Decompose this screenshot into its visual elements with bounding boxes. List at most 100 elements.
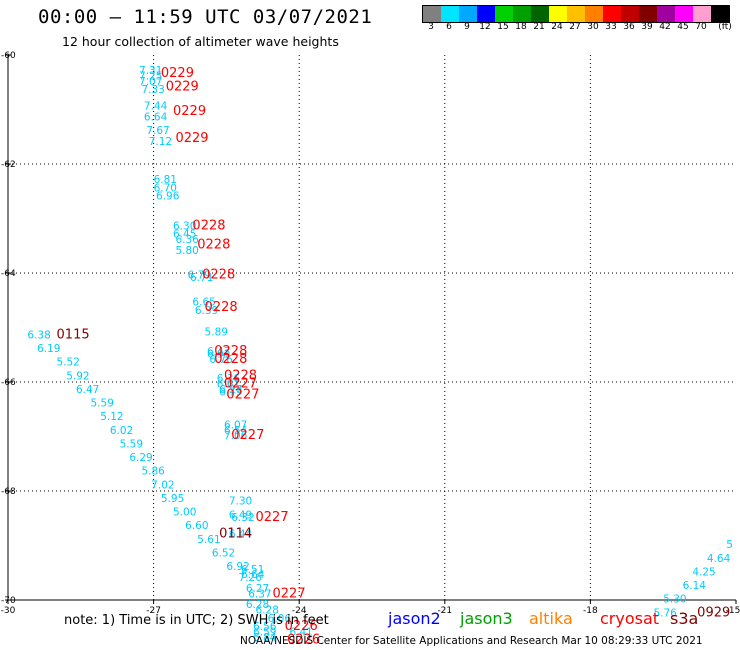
swh-value-label: 7.31	[139, 65, 162, 77]
satellite-legend-s3a: s3a	[670, 609, 699, 628]
color-scale-cell	[585, 6, 603, 22]
swh-value-label: 7.12	[149, 136, 172, 148]
satellite-legend-jason2: jason2	[388, 609, 441, 628]
color-scale-cell	[693, 6, 711, 22]
color-scale-cell	[423, 6, 441, 22]
swh-value-label: 6.14	[683, 580, 707, 592]
time-label: 0228	[192, 218, 225, 233]
swh-value-label: 6.36	[175, 234, 199, 246]
y-tick-label: -60	[1, 51, 16, 61]
color-scale-cell	[513, 6, 531, 22]
swh-value-label: 4.25	[692, 566, 715, 578]
swh-value-label: 7.07	[139, 76, 162, 88]
swh-value-label: 6.44	[229, 528, 253, 540]
color-scale-label: 39	[641, 22, 653, 32]
color-scale-label: 45	[677, 22, 689, 32]
y-tick-label: -66	[1, 378, 16, 388]
swh-value-label: 6.79	[188, 269, 211, 281]
color-scale-cell	[459, 6, 477, 22]
swh-value-label: 6.02	[110, 425, 133, 437]
x-tick-label: -24	[292, 606, 307, 616]
swh-value-label: 5.59	[91, 398, 114, 410]
time-label: 0227	[231, 428, 264, 443]
color-scale-cell	[549, 6, 567, 22]
swh-value-label: 6.61	[217, 378, 240, 390]
swh-value-label: 6.91	[207, 348, 230, 360]
swh-value-label: 6.81	[154, 174, 177, 186]
swh-value-label: 5.92	[66, 370, 89, 382]
swh-value-label: 6.27	[219, 384, 242, 396]
swh-value-label: 7.67	[146, 125, 169, 137]
y-tick-label: -62	[1, 160, 16, 170]
color-scale-label: 9	[464, 22, 470, 32]
swh-value-label: 6.64	[144, 111, 168, 123]
swh-value-label: 6.41	[289, 626, 312, 638]
swh-value-label: 6.30	[173, 220, 196, 232]
swh-value-label: 7.26	[239, 572, 263, 584]
time-label: 0226	[285, 619, 318, 634]
swh-value-label: 6.76	[209, 354, 233, 366]
time-label: 0227	[256, 510, 289, 525]
time-label: 0228	[202, 267, 235, 282]
color-scale-label: (ft)	[718, 22, 732, 32]
x-tick-label: -18	[583, 606, 598, 616]
swh-value-label: 4.64	[707, 553, 731, 565]
color-scale-cell	[657, 6, 675, 22]
swh-value-label: 6.45	[173, 229, 196, 241]
swh-value-label: 6.29	[129, 452, 152, 464]
color-scale-label: 70	[695, 22, 707, 32]
swh-value-label: 5.84	[253, 632, 277, 644]
x-tick-label: -21	[437, 606, 452, 616]
color-scale-label: 3	[428, 22, 434, 32]
footer-credit: NOAA/NESDIS Center for Satellite Applica…	[240, 635, 703, 647]
color-scale-label: 30	[587, 22, 599, 32]
swh-value-label: 6.56	[253, 621, 277, 633]
swh-value-label: 5.89	[205, 327, 228, 339]
swh-value-label: 6.27	[246, 583, 269, 595]
y-tick-label: -70	[1, 596, 16, 606]
swh-value-label: 6.37	[248, 588, 271, 600]
color-scale-cell	[441, 6, 459, 22]
swh-value-label: 5.52	[57, 357, 80, 369]
swh-value-label: 6.52	[212, 547, 235, 559]
swh-value-label: 6.79	[219, 387, 242, 399]
swh-value-label: 7.02	[151, 479, 174, 491]
color-scale-label: 12	[479, 22, 491, 32]
swh-value-label: 6.92	[226, 561, 249, 573]
swh-value-label: 7.44	[144, 101, 168, 113]
time-label: 0229	[175, 131, 208, 146]
chart-subtitle: 12 hour collection of altimeter wave hei…	[62, 34, 339, 49]
time-label: 0227	[224, 376, 257, 391]
swh-value-label: 6.36	[217, 373, 241, 385]
time-label: 0115	[57, 327, 90, 342]
color-scale-label: 36	[623, 22, 635, 32]
swh-value-label: 5.86	[141, 466, 165, 478]
time-label: 0228	[214, 352, 247, 367]
color-scale-label: 42	[659, 22, 671, 32]
y-tick-label: -64	[1, 269, 16, 279]
swh-value-label: 6.07	[224, 419, 247, 431]
swh-value-label: 6.32	[231, 512, 254, 524]
swh-value-label: 5.00	[173, 507, 196, 519]
color-scale-label: 27	[569, 22, 581, 32]
time-label: 0227	[226, 387, 259, 402]
swh-value-label: 6.59	[253, 626, 276, 638]
swh-value-label: 7.06	[224, 430, 248, 442]
satellite-legend-altika: altika	[529, 609, 573, 628]
color-scale-legend	[422, 5, 730, 23]
color-scale-cell	[711, 6, 729, 22]
color-scale-label: 6	[446, 22, 452, 32]
swh-value-label: 5.61	[197, 534, 220, 546]
swh-value-label: 5.59	[120, 438, 143, 450]
color-scale-cell	[495, 6, 513, 22]
time-label: 0228	[197, 237, 230, 252]
swh-value-label: 6.49	[229, 509, 252, 521]
time-label: 0228	[214, 344, 247, 359]
swh-value-label: 7.30	[229, 496, 252, 508]
time-label: 0229	[161, 66, 194, 81]
time-label: 0114	[219, 526, 252, 541]
swh-value-label: 6.43	[207, 346, 230, 358]
color-scale-cell	[639, 6, 657, 22]
swh-value-label: 6.60	[185, 520, 208, 532]
